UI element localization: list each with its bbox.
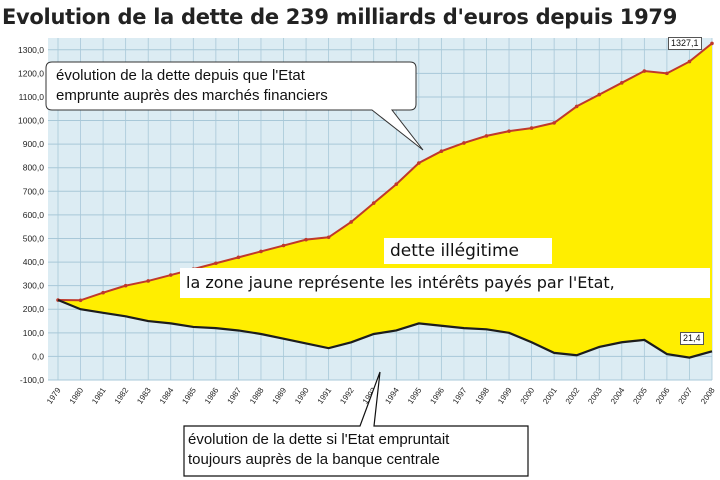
x-tick-label: 2006: [654, 386, 672, 406]
x-tick-label: 1983: [135, 386, 153, 406]
market-data-point: [304, 237, 308, 242]
y-tick-labels: -100,0 0,0 100,0 200,0 300,0 400,0 500,0 600,0 7…: [18, 45, 44, 385]
x-tick-label: 2008: [699, 386, 717, 406]
market-data-point: [168, 273, 173, 277]
market-data-point: [78, 298, 83, 303]
callout-bottom-text: évolution de la dette si l'Etat emprunta…: [188, 430, 449, 470]
x-tick-label: 1981: [90, 386, 108, 406]
market-data-point: [214, 261, 218, 266]
x-tick-label: 1996: [428, 386, 446, 406]
market-debt-markers: [56, 41, 714, 303]
market-data-point: [259, 249, 263, 254]
x-tick-label: 1994: [383, 386, 401, 406]
market-data-point: [417, 161, 421, 165]
x-tick-label: 2003: [586, 386, 604, 406]
market-data-point: [281, 243, 286, 248]
y-tick-label: 900,0: [23, 139, 45, 149]
market-data-point: [101, 290, 105, 295]
x-tick-labels: 1979 1980 1981 1982 1983 1984 1985 1986 1987 1988…: [45, 386, 717, 406]
y-tick-label: 1200,0: [18, 68, 44, 78]
callout-top-text: évolution de la dette depuis que l'Etat …: [56, 66, 328, 106]
y-tick-label: 1100,0: [19, 92, 45, 102]
x-tick-label: 1991: [316, 386, 334, 406]
market-data-point: [552, 121, 556, 125]
annotation-body: la zone jaune représente les intérêts pa…: [186, 273, 615, 292]
central-bank-debt-line: [57, 299, 713, 359]
market-data-point: [687, 59, 692, 64]
x-tick-label: 1990: [293, 386, 311, 406]
market-end-value-label: 1327,1: [668, 37, 702, 50]
market-data-point: [349, 220, 353, 224]
callout-top-bubble: [45, 61, 424, 151]
y-tick-label: 600,0: [23, 210, 45, 220]
x-tick-label: 1984: [158, 386, 176, 406]
y-tick-label: 1300,0: [18, 45, 44, 55]
market-debt-line: [57, 42, 713, 302]
x-tick-label: 1980: [68, 386, 86, 406]
annotation-title: dette illégitime: [390, 241, 519, 261]
x-tick-label: 2000: [519, 386, 537, 406]
market-data-point: [123, 283, 128, 288]
y-tick-label: 100,0: [23, 328, 45, 338]
x-tick-label: 1986: [203, 386, 221, 406]
market-data-point: [484, 134, 489, 138]
annotation-background: [180, 268, 710, 298]
central-end-value-label: 21,4: [680, 332, 704, 345]
market-data-point: [597, 92, 602, 97]
x-tick-label: 2007: [677, 386, 695, 406]
annotation-title-background: [384, 238, 552, 264]
y-tick-label: 400,0: [23, 257, 45, 267]
market-data-point: [326, 235, 331, 240]
market-data-point: [236, 255, 241, 260]
chart-title: Evolution de la dette de 239 milliards d…: [2, 5, 678, 29]
y-tick-label: 0,0: [32, 351, 44, 361]
y-tick-label: 300,0: [23, 281, 45, 291]
x-tick-label: 1998: [474, 386, 492, 406]
x-tick-label: 1997: [451, 386, 469, 406]
y-tick-label: 500,0: [23, 233, 45, 243]
market-data-point: [507, 129, 511, 133]
x-tick-label: 1999: [496, 386, 514, 406]
x-tick-label: 2002: [564, 386, 582, 406]
market-data-point: [462, 141, 466, 145]
x-tick-label: 1985: [180, 386, 198, 406]
callout-bottom-bubble: [183, 371, 529, 477]
callout-bottom-line1: évolution de la dette si l'Etat emprunta…: [188, 431, 450, 448]
callout-top-line2: emprunte auprès des marchés financiers: [56, 87, 328, 104]
x-tick-label: 1989: [271, 386, 289, 406]
x-tick-label: 2001: [541, 386, 559, 406]
y-tick-label: 1000,0: [18, 116, 44, 126]
x-tick-label: 1982: [113, 386, 131, 406]
x-tick-label: 2005: [631, 386, 649, 406]
market-data-point: [146, 279, 151, 283]
x-tick-label: 1979: [45, 386, 63, 406]
callout-bottom-line2: toujours auprès de la banque centrale: [188, 451, 440, 468]
x-tick-label: 1987: [225, 386, 243, 406]
market-data-point: [710, 41, 714, 46]
market-data-point: [665, 71, 669, 76]
y-tick-label: -100,0: [20, 375, 44, 385]
market-data-point: [619, 81, 624, 85]
y-tick-label: 200,0: [23, 304, 45, 314]
x-tick-label: 1992: [338, 386, 356, 406]
y-tick-label: 800,0: [23, 163, 45, 173]
market-data-point: [574, 104, 579, 109]
x-tick-label: 2004: [609, 386, 627, 406]
market-data-point: [439, 149, 444, 154]
market-data-point: [394, 182, 399, 187]
x-tick-label: 1995: [406, 386, 424, 406]
market-data-point: [642, 69, 647, 73]
market-data-point: [371, 201, 376, 205]
market-data-point: [529, 126, 534, 130]
callout-top-line1: évolution de la dette depuis que l'Etat: [56, 67, 305, 84]
x-tick-label: 1988: [248, 386, 266, 406]
y-tick-label: 700,0: [23, 186, 45, 196]
